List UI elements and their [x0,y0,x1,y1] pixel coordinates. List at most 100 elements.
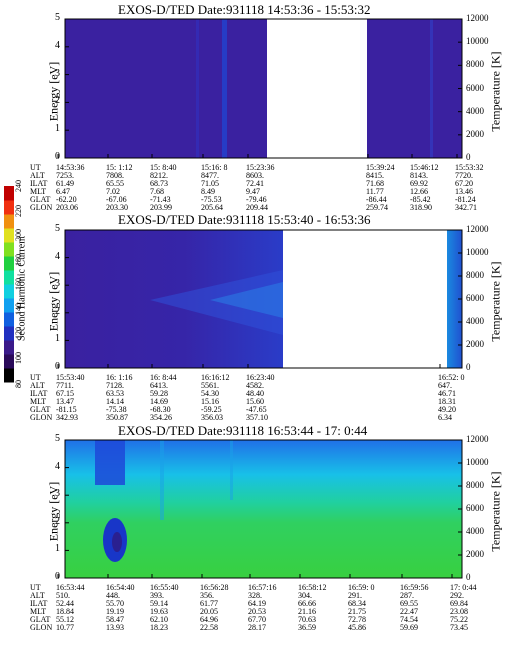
table-cell: 70.63 [298,614,316,624]
table-cell: 18.84 [56,606,74,616]
panel-3-streak [230,440,233,500]
panel-2-title: EXOS-D/TED Date:931118 15:53:40 - 16:53:… [118,212,371,227]
y-right-tick-label: 6000 [466,293,484,303]
table-cell: 14:53:36 [56,163,85,172]
y-tick-label: 4 [55,39,60,51]
panel-3-dark-column [95,440,125,485]
table-cell: 342.93 [56,412,78,422]
table-cell: 209.44 [246,202,268,212]
table-cell: 15.60 [246,396,264,406]
table-cell: 13.46 [455,186,473,196]
panel-3-spectrogram [65,440,462,578]
y-right-tick-label: 0 [466,572,471,582]
table-cell: -85.42 [410,194,431,204]
colorbar-tick-label: 120 [14,327,23,339]
panel-3-title: EXOS-D/TED Date:931118 16:53:44 - 17: 0:… [118,423,368,438]
table-cell: 17: 0:44 [450,583,477,592]
colorbar-tick-label: 240 [14,180,23,192]
table-cell: 58.47 [106,614,124,624]
y-right-tick-label: 8000 [466,59,484,70]
table-cell: 14.69 [150,396,168,406]
table-cell: 350.87 [106,412,128,422]
table-cell: 48.40 [246,388,264,398]
colorbar-swatch [4,284,14,299]
table-cell: 13.47 [56,396,74,406]
table-row-label: UT [30,373,41,382]
table-cell: 291. [348,590,362,600]
table-cell: -81.24 [455,194,476,204]
y-tick-label: 2 [55,95,60,107]
table-cell: 15:46:12 [410,163,439,172]
table-cell: 16:58:12 [298,583,327,592]
table-cell: 54.30 [201,388,219,398]
panel-3-y-right-label: Temperature [K] [488,471,503,552]
panel-1-spectrogram-left [65,19,267,158]
table-cell: 510. [56,590,70,600]
table-cell: 68.34 [348,598,366,608]
table-cell: 19.63 [150,606,168,616]
table-cell: 8603. [246,170,264,180]
table-cell: 16:52: 0 [438,373,465,382]
table-cell: 71.68 [366,178,384,188]
y-right-tick-label: 0 [466,362,471,372]
y-tick-label: 1 [55,333,60,345]
colorbar-swatch [4,270,14,285]
colorbar-tick-label: 160 [14,278,23,290]
table-cell: 203.06 [56,202,78,212]
y-right-tick-label: 8000 [466,270,484,280]
y-right-tick-label: 12000 [466,434,489,444]
table-cell: 354.26 [150,412,172,422]
panel-2-data-gap [283,230,447,368]
colorbar-swatch [4,368,14,383]
table-cell: 12.66 [410,186,428,196]
table-row-label: GLON [30,412,53,422]
y-tick-label: 5 [55,12,60,23]
table-cell: 318.90 [410,202,432,212]
table-cell: 15:23:36 [246,163,275,172]
table-cell: 4582. [246,380,264,390]
table-cell: 328. [248,590,262,600]
table-cell: 16: 8:44 [150,373,177,382]
table-cell: 61.49 [56,178,74,188]
table-cell: 28.17 [248,622,266,632]
panel-1-streak [222,19,227,158]
y-tick-label: 0 [55,571,60,582]
panel-3-streak [160,440,164,520]
y-right-tick-label: 6000 [466,82,484,93]
y-right-tick-label: 10000 [466,36,489,47]
table-cell: -81.15 [56,404,77,414]
table-cell: 8.49 [201,186,215,196]
y-tick-label: 5 [55,223,60,234]
table-cell: 64.96 [200,614,218,624]
colorbar-swatch [4,228,14,243]
axis-ticks [57,18,462,579]
table-cell: 67.20 [455,178,473,188]
panel-3-plot [64,439,463,579]
panel-2-plume [210,282,283,318]
table-cell: 45.86 [348,622,366,632]
panel-2-y-label: Energy [eV] [46,271,61,332]
table-cell: 16:55:40 [150,583,179,592]
y-right-tick-label: 4000 [466,105,484,116]
table-cell: 67.70 [248,614,266,624]
colorbar-tick-label: 100 [14,351,23,364]
table-cell: 69.55 [400,598,418,608]
table-cell: -86.44 [366,194,387,204]
y-right-tick-label: 10000 [466,457,489,467]
panel-1-y-right-label: Temperature [K] [488,51,503,132]
table-cell: 22.47 [400,606,418,616]
table-cell: 64.19 [248,598,266,608]
table-cell: 19.19 [106,606,124,616]
colorbar-swatch [4,312,14,327]
table-cell: 72.41 [246,178,264,188]
y-tick-label: 0 [55,151,60,162]
y-tick-label: 3 [55,278,60,290]
table-row-label: MLT [30,186,47,196]
table-row-label: GLAT [30,194,51,204]
table-cell: 18.31 [438,396,456,406]
table-cell: 259.74 [366,202,388,212]
colorbar-tick-label: 220 [14,204,23,217]
table-row-label: ILAT [30,388,48,398]
colorbar-swatch [4,256,14,271]
